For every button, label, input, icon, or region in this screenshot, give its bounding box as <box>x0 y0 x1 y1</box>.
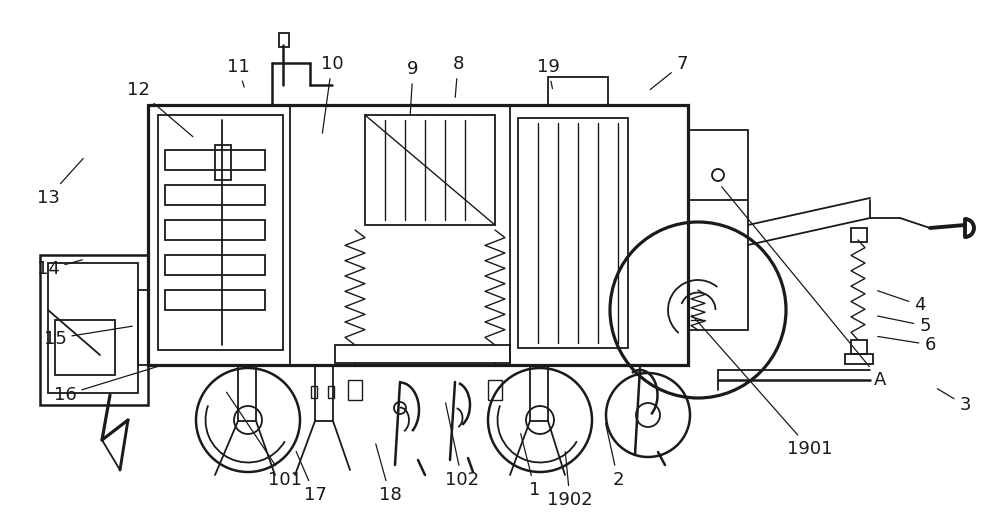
Text: 9: 9 <box>407 60 419 115</box>
Bar <box>158 115 283 350</box>
Text: 1: 1 <box>521 433 541 499</box>
Bar <box>851 340 867 354</box>
Bar <box>688 130 748 330</box>
Text: A: A <box>722 187 886 389</box>
Bar <box>40 255 148 405</box>
Text: 8: 8 <box>452 55 464 97</box>
Bar <box>279 33 289 47</box>
Bar <box>348 380 362 400</box>
Bar <box>315 366 333 421</box>
Text: 18: 18 <box>376 444 401 504</box>
Bar <box>530 366 548 421</box>
Bar <box>55 320 115 375</box>
Bar <box>328 386 334 398</box>
Bar <box>165 290 265 310</box>
Bar <box>518 118 628 348</box>
Bar <box>238 366 256 421</box>
Text: 101: 101 <box>227 392 302 489</box>
Bar <box>845 354 873 364</box>
Text: 11: 11 <box>227 57 249 87</box>
Text: 14: 14 <box>37 260 82 279</box>
Text: 6: 6 <box>878 336 936 354</box>
Bar <box>165 185 265 205</box>
Bar <box>365 115 495 225</box>
Text: 2: 2 <box>606 423 624 489</box>
Bar <box>335 345 510 363</box>
Bar <box>548 77 608 105</box>
Bar <box>165 255 265 275</box>
Text: 13: 13 <box>37 159 83 207</box>
Text: 4: 4 <box>878 291 926 314</box>
Text: 3: 3 <box>937 389 971 415</box>
Text: 7: 7 <box>650 55 688 90</box>
Bar <box>148 105 688 365</box>
Text: 16: 16 <box>54 365 162 404</box>
Bar <box>488 380 502 400</box>
Text: 1901: 1901 <box>692 315 833 458</box>
Bar <box>311 386 317 398</box>
Bar <box>851 228 867 242</box>
Text: 15: 15 <box>44 326 132 348</box>
Text: 102: 102 <box>445 403 479 489</box>
Bar <box>48 263 138 393</box>
Text: 5: 5 <box>878 316 931 335</box>
Bar <box>215 145 231 180</box>
Text: 10: 10 <box>321 55 343 133</box>
Bar <box>165 220 265 240</box>
Text: 19: 19 <box>537 57 559 89</box>
Bar <box>165 150 265 170</box>
Text: 17: 17 <box>296 451 326 504</box>
Text: 12: 12 <box>127 81 193 136</box>
Text: 1902: 1902 <box>547 451 593 509</box>
